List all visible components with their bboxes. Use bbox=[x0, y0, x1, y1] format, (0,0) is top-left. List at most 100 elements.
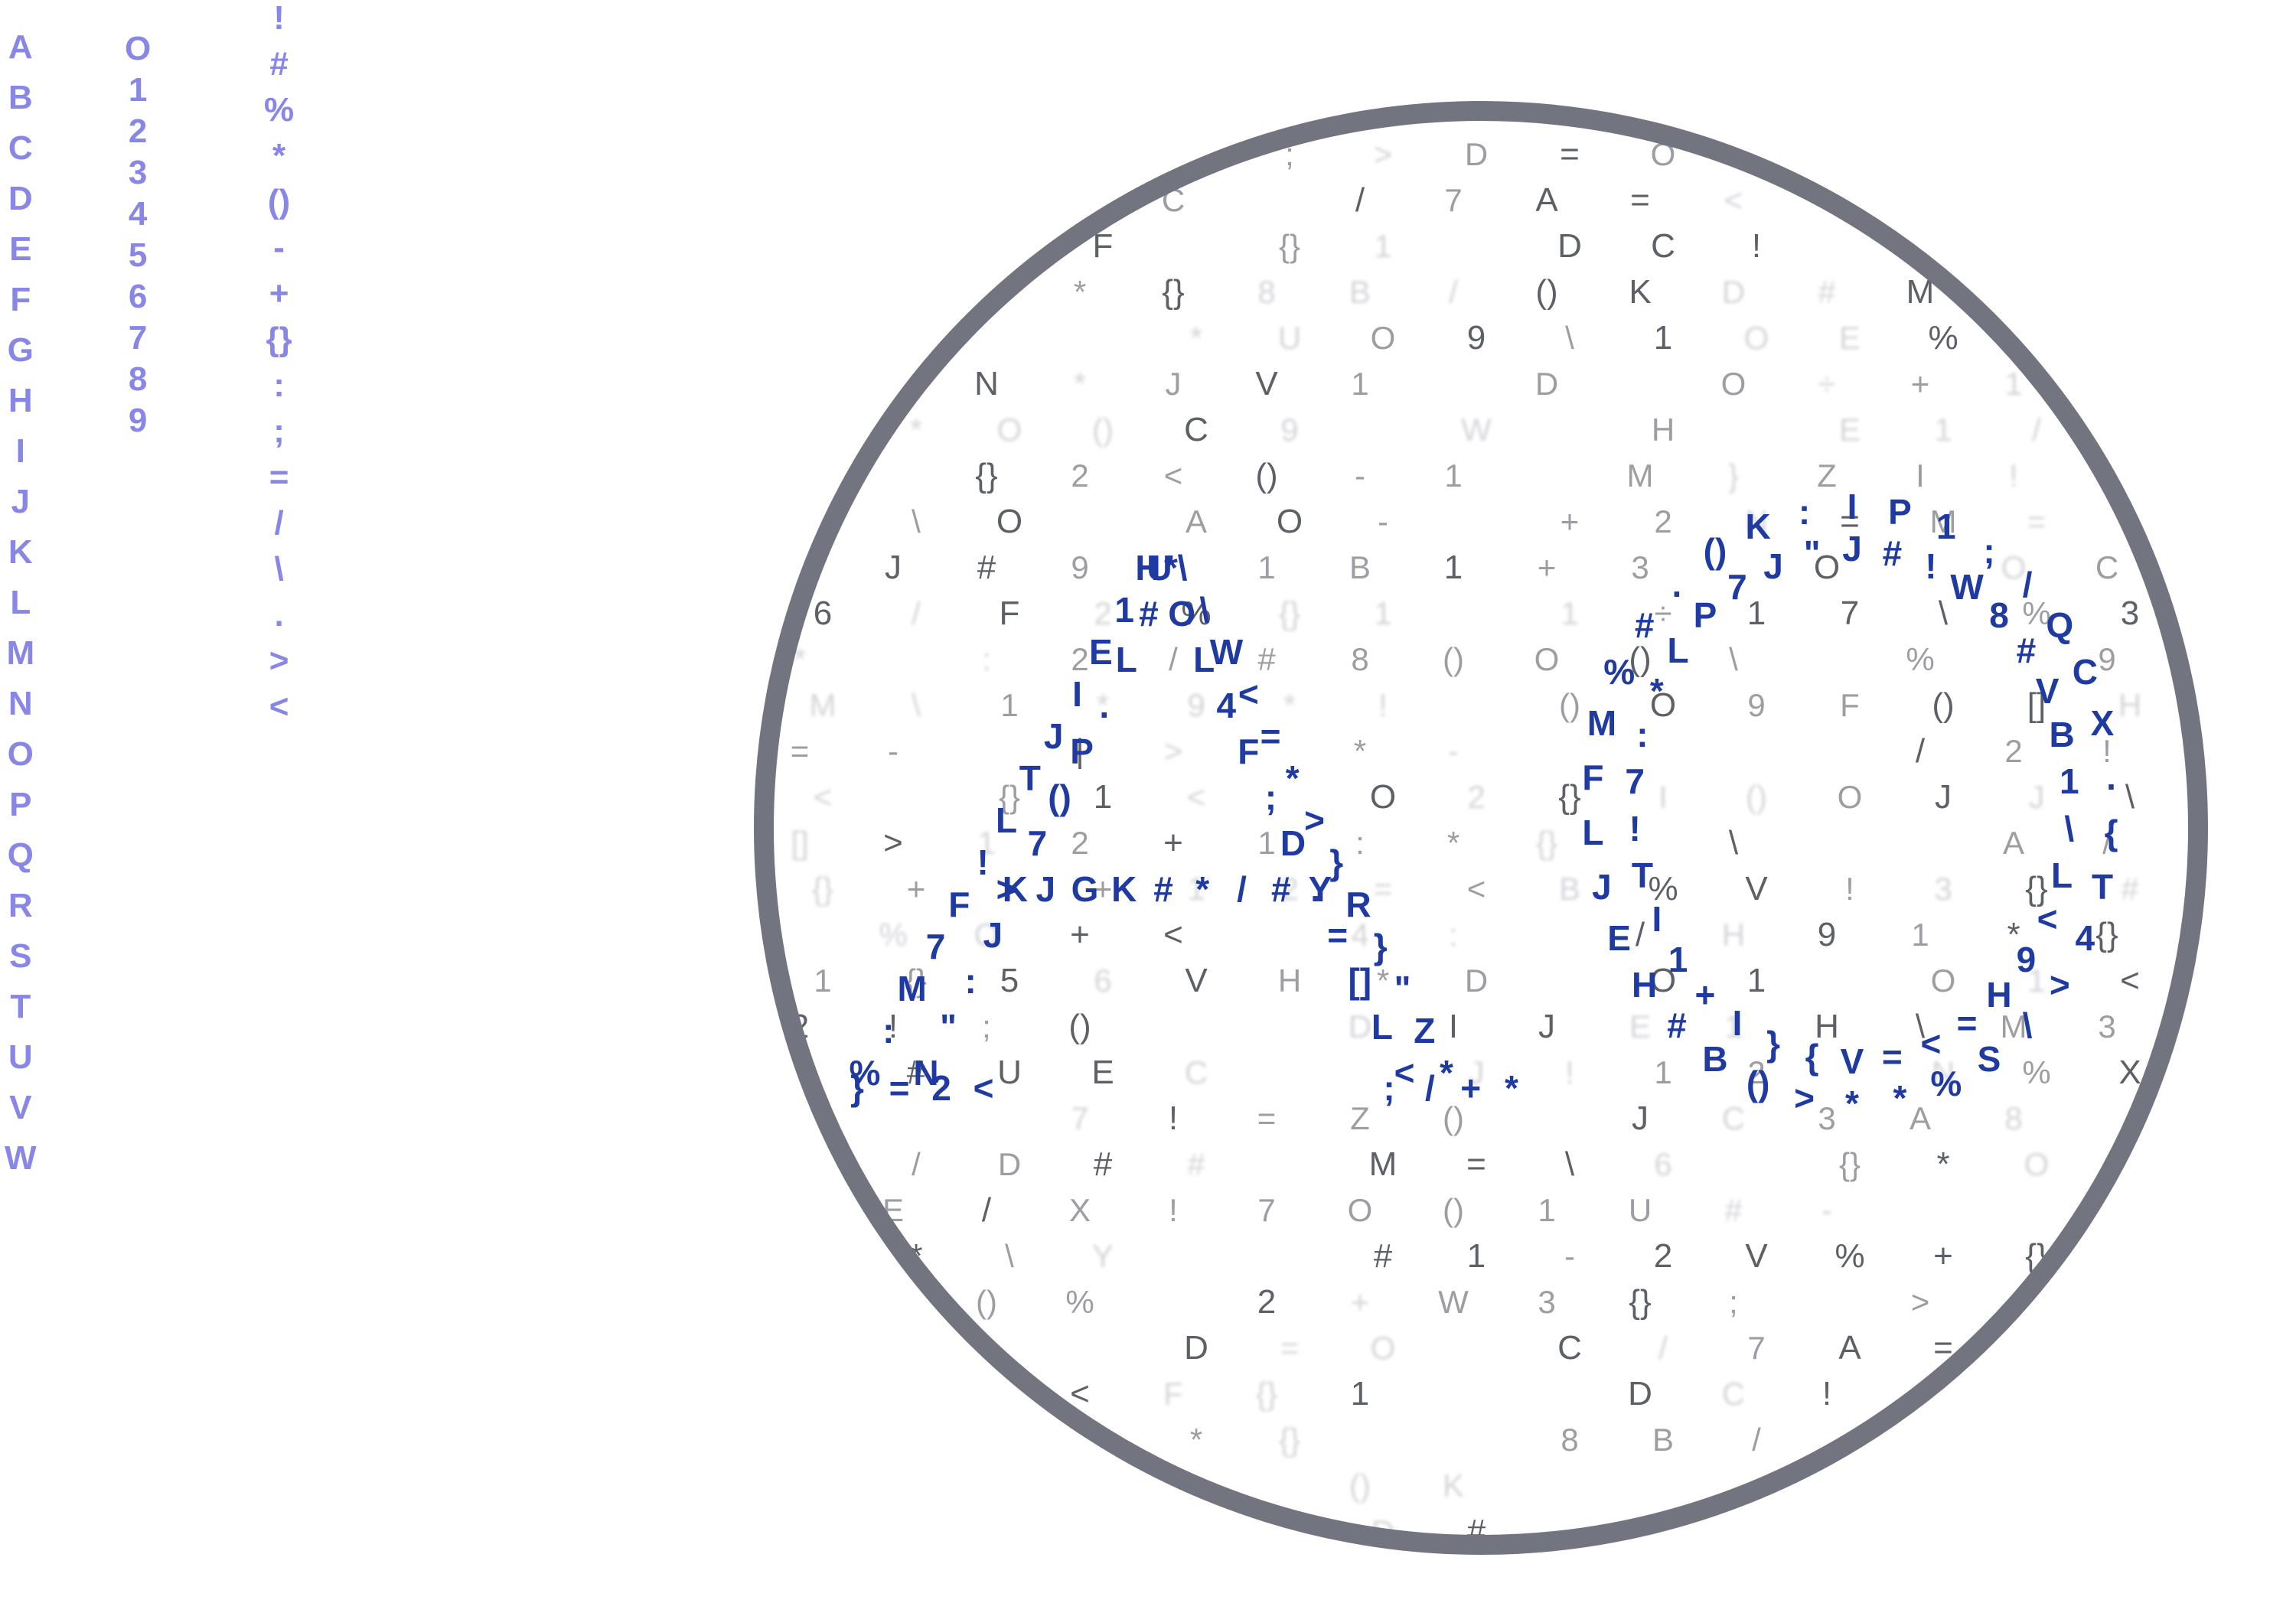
background-glyph: < bbox=[1070, 1375, 1090, 1412]
background-glyph: D bbox=[1534, 366, 1559, 402]
background-glyph: % bbox=[1835, 1237, 1865, 1275]
background-glyph: ! bbox=[2009, 458, 2018, 494]
background-glyph: 9 bbox=[1280, 412, 1299, 448]
background-glyph: > bbox=[1910, 1284, 1930, 1320]
background-glyph: : bbox=[982, 641, 991, 677]
background-glyph: V bbox=[1255, 365, 1278, 402]
symbol-glyph: \ bbox=[274, 550, 284, 588]
background-glyph: - bbox=[1448, 733, 1459, 769]
background-glyph: ÷ bbox=[1654, 595, 1672, 631]
background-glyph: {} bbox=[1535, 825, 1558, 861]
background-glyph: % bbox=[1928, 319, 1958, 357]
letter-o-glyph: L bbox=[2051, 855, 2073, 895]
letter-a-glyph: O bbox=[1168, 594, 1195, 634]
background-glyph: 3 bbox=[1818, 1100, 1836, 1136]
background-glyph: } bbox=[1727, 458, 1740, 494]
background-glyph: B bbox=[1652, 1422, 1675, 1458]
background-glyph: 9 bbox=[2098, 641, 2116, 677]
background-glyph: % bbox=[1906, 641, 1935, 677]
background-glyph: W bbox=[1438, 1284, 1469, 1320]
letter-a-glyph: * bbox=[1440, 1053, 1453, 1093]
background-glyph: 1 bbox=[1187, 871, 1205, 907]
background-glyph: * bbox=[1376, 963, 1390, 999]
background-glyph: = bbox=[1630, 181, 1650, 219]
background-glyph: # bbox=[906, 1054, 926, 1091]
background-glyph: Z bbox=[1817, 458, 1837, 494]
background-glyph: / bbox=[2102, 825, 2112, 861]
background-glyph: = bbox=[2027, 503, 2047, 539]
letter-a-glyph: T bbox=[1019, 758, 1041, 798]
letter-o-glyph: J bbox=[1842, 529, 1862, 569]
background-glyph: ! bbox=[1845, 871, 1854, 907]
letter-o-glyph: B bbox=[2049, 715, 2075, 755]
letter-a-glyph: > bbox=[996, 869, 1017, 909]
background-glyph: 9 bbox=[1466, 319, 1486, 357]
background-glyph: 1 bbox=[1444, 458, 1463, 494]
symbol-glyph: ! bbox=[273, 0, 285, 37]
background-glyph: 2 bbox=[1071, 458, 1089, 494]
background-glyph: () bbox=[1349, 1468, 1371, 1504]
background-glyph: C bbox=[1721, 1376, 1746, 1412]
background-glyph: + bbox=[1093, 871, 1113, 907]
background-glyph: A bbox=[1838, 1329, 1861, 1367]
background-glyph: {} bbox=[1278, 595, 1301, 631]
background-glyph: 2 bbox=[1654, 503, 1672, 539]
background-glyph: 6 bbox=[813, 595, 833, 632]
background-glyph: M bbox=[2000, 1008, 2027, 1044]
background-glyph: = bbox=[790, 733, 810, 769]
background-glyph: 1 bbox=[1724, 1008, 1743, 1044]
background-glyph: B bbox=[1349, 274, 1371, 310]
letter-o-glyph: I bbox=[1652, 899, 1662, 940]
background-glyph: 1 bbox=[1374, 595, 1392, 631]
background-glyph: \ bbox=[1729, 641, 1738, 677]
letter-a-glyph: F bbox=[948, 885, 970, 924]
letter-a-glyph: # bbox=[1270, 869, 1291, 909]
letter-o-glyph: * bbox=[1893, 1078, 1907, 1119]
background-glyph: 1 bbox=[1746, 962, 1766, 999]
background-glyph: O bbox=[1837, 779, 1863, 815]
background-glyph: D bbox=[1628, 1375, 1652, 1412]
symbol-glyph: # bbox=[269, 45, 289, 83]
letter-o-glyph: ! bbox=[1629, 808, 1641, 849]
background-glyph: {} bbox=[1255, 1376, 1278, 1412]
letter-a-glyph: L bbox=[1193, 640, 1215, 679]
background-glyph: H bbox=[1721, 917, 1746, 953]
background-glyph: 2 bbox=[1747, 1054, 1766, 1090]
background-glyph: () bbox=[1746, 779, 1767, 815]
background-glyph: W bbox=[1461, 412, 1492, 448]
background-glyph: D bbox=[1464, 136, 1489, 172]
background-glyph: * bbox=[1073, 274, 1087, 310]
background-glyph: O bbox=[1534, 641, 1560, 677]
background-glyph: D bbox=[1184, 1329, 1208, 1367]
letter-glyph: Q bbox=[7, 836, 34, 874]
background-glyph: B bbox=[1558, 871, 1581, 907]
background-glyph: 1 bbox=[1093, 778, 1113, 816]
letter-o-glyph: () bbox=[1746, 1063, 1770, 1103]
letter-a-glyph: " bbox=[1394, 969, 1411, 1008]
background-glyph: 9 bbox=[1071, 549, 1089, 585]
background-glyph: < bbox=[1466, 871, 1486, 907]
background-glyph: / bbox=[1169, 641, 1178, 677]
digit-glyph: 1 bbox=[128, 71, 148, 109]
background-glyph: * bbox=[909, 1237, 923, 1275]
background-glyph: 1 bbox=[814, 963, 832, 999]
letter-o-glyph: 1 bbox=[2059, 761, 2079, 802]
background-glyph: 1 bbox=[1443, 549, 1463, 586]
background-glyph: 8 bbox=[1257, 274, 1276, 310]
background-glyph: J bbox=[1165, 366, 1182, 402]
letter-o-glyph: W bbox=[1950, 567, 1984, 608]
letter-o-glyph: > bbox=[2049, 965, 2070, 1005]
background-glyph: 3 bbox=[1934, 871, 1952, 907]
background-glyph: - bbox=[1378, 503, 1388, 539]
background-glyph: O bbox=[1370, 1330, 1396, 1366]
letter-o-glyph: . bbox=[1671, 564, 1682, 604]
background-glyph: * bbox=[1189, 320, 1203, 356]
background-glyph: E bbox=[1629, 1008, 1652, 1044]
background-glyph: D bbox=[1557, 227, 1582, 265]
background-glyph: O bbox=[1649, 686, 1677, 724]
background-glyph: 3 bbox=[2120, 595, 2140, 632]
background-glyph: X bbox=[2118, 1054, 2141, 1091]
background-glyph: O bbox=[1276, 503, 1303, 540]
letter-o-glyph: M bbox=[1587, 703, 1617, 744]
letter-a-glyph: M bbox=[897, 969, 927, 1008]
